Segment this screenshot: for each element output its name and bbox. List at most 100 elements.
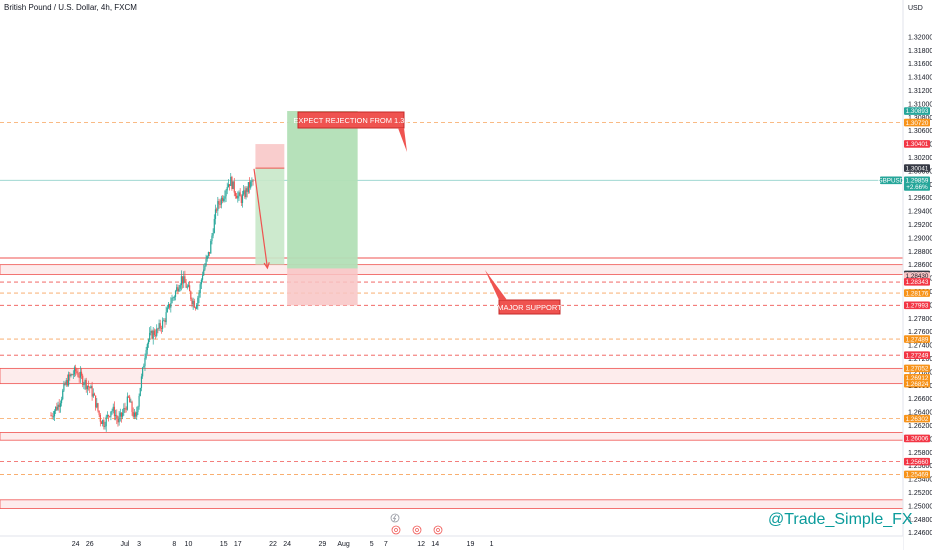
y-tick-label: 1.31400 <box>908 75 932 82</box>
chart-title: British Pound / U.S. Dollar, 4h, FXCM <box>4 3 137 12</box>
candle-body <box>251 180 253 182</box>
candle-body <box>201 275 204 280</box>
event-icon[interactable] <box>433 525 443 535</box>
candle-body <box>137 406 139 413</box>
event-icon[interactable] <box>391 525 401 535</box>
candle-body <box>115 415 117 417</box>
x-tick-label: 22 <box>269 541 277 548</box>
candle-body <box>177 287 179 292</box>
rejection-callout-text: EXPECT REJECTION FROM 1.30 <box>293 116 408 125</box>
candle-body <box>198 293 200 298</box>
candle-body <box>65 380 67 385</box>
candle-body <box>73 367 76 375</box>
callouts: EXPECT REJECTION FROM 1.30 MAJOR SUPPORT <box>293 111 562 315</box>
candle-body <box>102 420 104 424</box>
candle-body <box>206 255 208 259</box>
candle-body <box>119 412 121 417</box>
candle-body <box>178 288 180 292</box>
candle-body <box>110 411 112 417</box>
candle-body <box>252 180 254 182</box>
candle-body <box>203 269 205 276</box>
candle-body <box>159 323 161 329</box>
event-icons <box>390 513 443 535</box>
candle-body <box>193 300 195 308</box>
price-label-text: 1.25660 <box>906 459 929 466</box>
x-tick-label: Aug <box>337 541 350 548</box>
candle-body <box>69 374 71 377</box>
candle-body <box>140 376 143 388</box>
candle-body <box>90 386 92 389</box>
candle-body <box>82 375 84 385</box>
candle-body <box>55 406 57 411</box>
price-label-text: 1.28343 <box>906 279 929 286</box>
candle-body <box>238 192 240 196</box>
candle-body <box>245 188 247 198</box>
x-tick-label: 8 <box>172 541 176 548</box>
y-tick-label: 1.25800 <box>908 450 932 457</box>
candle-body <box>171 298 173 304</box>
candle-body <box>230 176 232 186</box>
price-axis[interactable]: USD 1.32000 1.31800 1.31600 1.31400 1.31200 1… <box>878 0 932 550</box>
event-icon[interactable] <box>412 525 422 535</box>
candle-body <box>214 209 217 219</box>
price-label-box <box>904 470 930 479</box>
candle-body <box>120 412 123 417</box>
candle-body <box>176 287 178 292</box>
candle-body <box>166 307 168 313</box>
candle-body <box>60 399 63 404</box>
axis-currency-label: USD <box>908 5 923 12</box>
candle-body <box>210 241 212 254</box>
x-tick-label: 10 <box>185 541 193 548</box>
y-tick-label: 1.24600 <box>908 530 932 537</box>
candle-body <box>84 380 86 385</box>
candle-body <box>103 420 105 427</box>
candle-body <box>136 412 138 417</box>
x-tick-label: 1 <box>490 541 494 548</box>
x-tick-label: 24 <box>72 541 80 548</box>
price-label-box <box>904 164 930 172</box>
candle-body <box>79 371 81 378</box>
candle-body <box>127 396 130 398</box>
candle-body <box>196 304 198 309</box>
price-label-box <box>904 289 930 297</box>
candle-body <box>57 404 59 410</box>
candle-body <box>72 374 74 376</box>
candle-body <box>181 276 184 284</box>
time-axis[interactable]: 24 26 Jul 3 8 10 15 17 22 24 29 Aug 5 7 12 14 19 1 <box>0 535 903 550</box>
candle-body <box>133 412 135 417</box>
x-tick-label: 24 <box>283 541 291 548</box>
candle-body <box>51 415 53 417</box>
rejection-callout[interactable]: EXPECT REJECTION FROM 1.30 <box>293 111 409 152</box>
candle-body <box>139 387 141 396</box>
candle-body <box>247 182 249 192</box>
support-callout[interactable]: MAJOR SUPPORT <box>485 270 562 315</box>
candle-body <box>150 330 152 333</box>
candle-body <box>129 396 131 403</box>
candle-body <box>138 395 140 407</box>
price-label-box <box>904 351 930 359</box>
candle-body <box>160 328 163 329</box>
x-tick-label: 5 <box>370 541 374 548</box>
price-label-box <box>904 140 930 148</box>
price-label-box <box>904 414 930 423</box>
lightning-icon[interactable] <box>390 513 400 523</box>
candle-body <box>98 410 100 415</box>
projection-arrowhead <box>263 262 270 270</box>
short-target-box <box>255 168 285 265</box>
candle-body <box>145 350 147 358</box>
candle-body <box>174 291 177 297</box>
candle-body <box>62 390 64 400</box>
watermark: @Trade_Simple_FX <box>768 511 913 528</box>
y-tick-label: 1.25400 <box>908 477 932 484</box>
candle-body <box>99 414 101 422</box>
candle-body <box>151 330 153 339</box>
price-label-text: 1.30720 <box>906 120 929 127</box>
zone <box>0 432 904 441</box>
candle-body <box>173 296 175 298</box>
projection-line <box>253 168 269 269</box>
candle-body <box>78 376 80 378</box>
candle-body <box>236 195 238 199</box>
y-tick-label: 1.27200 <box>908 356 932 363</box>
